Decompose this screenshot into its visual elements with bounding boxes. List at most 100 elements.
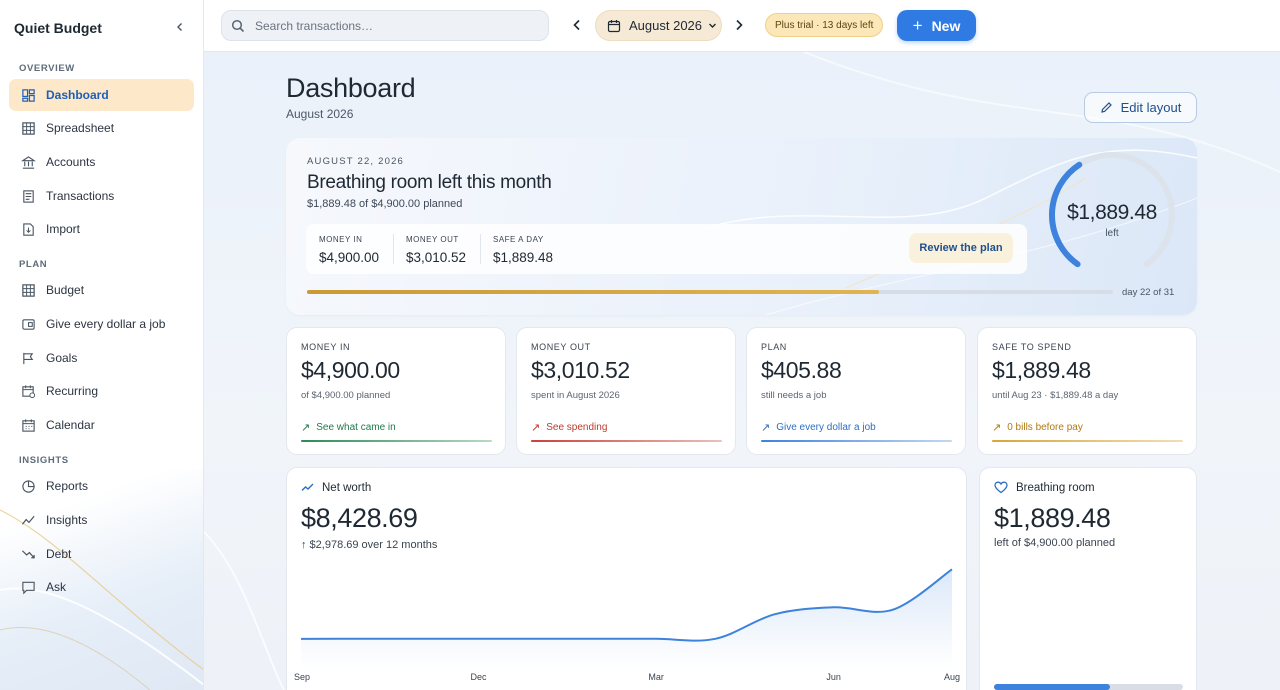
sidebar-item-label: Accounts <box>46 155 96 169</box>
trial-badge[interactable]: Plus trial · 13 days left <box>765 13 884 37</box>
sidebar-item-transactions[interactable]: Transactions <box>9 180 194 212</box>
sidebar-item-recurring[interactable]: Recurring <box>9 375 194 407</box>
arrow-up-right-icon: ↗ <box>531 422 541 434</box>
sidebar-item-dashboard[interactable]: Dashboard <box>9 79 194 111</box>
net-worth-title: Net worth <box>322 481 372 494</box>
breathing-gauge <box>1049 152 1175 268</box>
sidebar-item-spreadsheet[interactable]: Spreadsheet <box>9 112 194 144</box>
sidebar-item-label: Budget <box>46 283 85 297</box>
hero-subtitle: $1,889.48 of $4,900.00 planned <box>307 198 463 210</box>
sidebar-item-debt[interactable]: Debt <box>9 538 194 570</box>
net-worth-area <box>301 569 952 668</box>
sidebar-item-label: Reports <box>46 479 89 493</box>
app-name: Quiet Budget <box>14 20 102 36</box>
review-plan-button[interactable]: Review the plan <box>909 233 1013 263</box>
kpi-link[interactable]: ↗ 0 bills before pay <box>992 421 1083 434</box>
next-month-button[interactable] <box>730 16 748 34</box>
receipt-icon <box>20 188 36 204</box>
stat-label: MONEY OUT <box>406 235 459 244</box>
sidebar-item-insights[interactable]: Insights <box>9 504 194 536</box>
section-label-insights: INSIGHTS <box>19 455 69 466</box>
section-label-plan: PLAN <box>19 259 48 270</box>
kpi-link[interactable]: ↗ Give every dollar a job <box>761 421 876 434</box>
calendar-icon <box>20 417 36 433</box>
kpi-label: SAFE TO SPEND <box>992 342 1072 352</box>
background-decoration <box>204 52 1280 690</box>
dashboard-icon <box>20 87 36 103</box>
section-label-overview: OVERVIEW <box>19 63 75 74</box>
grid-icon <box>20 120 36 136</box>
kpi-sub: of $4,900.00 planned <box>301 390 391 401</box>
breathing-room-sub: left of $4,900.00 planned <box>994 537 1116 549</box>
kpi-value: $4,900.00 <box>301 357 400 383</box>
net-worth-card: Net worth $8,428.69 ↑ $2,978.69 over 12 … <box>286 467 967 690</box>
chat-icon <box>20 579 36 595</box>
heart-icon <box>994 481 1008 494</box>
collapse-sidebar-button[interactable] <box>172 19 188 35</box>
topbar: August 2026 Plus trial · 13 days left + … <box>204 0 1280 52</box>
prev-month-button[interactable] <box>568 16 586 34</box>
file-import-icon <box>20 221 36 237</box>
chevron-down-icon <box>709 23 717 28</box>
sidebar-item-give-every-dollar[interactable]: Give every dollar a job <box>9 308 194 340</box>
sidebar-item-label: Calendar <box>46 418 95 432</box>
sidebar: Quiet Budget OVERVIEW Dashboard Spreadsh… <box>0 0 204 690</box>
breathing-room-bar-fill <box>994 684 1111 690</box>
kpi-link[interactable]: ↗ See what came in <box>301 421 396 434</box>
kpi-link-label: Give every dollar a job <box>776 422 876 433</box>
arrow-up-right-icon: ↗ <box>761 422 771 434</box>
search-input[interactable] <box>255 18 525 33</box>
hero-title: Breathing room left this month <box>307 172 552 193</box>
main-content: Dashboard August 2026 Edit layout AUGUST… <box>204 52 1280 690</box>
kpi-label: MONEY IN <box>301 342 351 352</box>
sidebar-item-accounts[interactable]: Accounts <box>9 146 194 178</box>
sidebar-item-goals[interactable]: Goals <box>9 342 194 374</box>
stat-value: $1,889.48 <box>493 250 554 265</box>
calendar-icon <box>607 19 621 32</box>
sidebar-item-label: Insights <box>46 513 88 527</box>
sidebar-item-reports[interactable]: Reports <box>9 470 194 502</box>
hero-stat-money-in: MONEY IN $4,900.00 <box>319 235 379 265</box>
kpi-value: $1,889.48 <box>992 357 1091 383</box>
net-worth-line <box>300 568 953 642</box>
breathing-room-card: Breathing room $1,889.48 left of $4,900.… <box>979 467 1197 690</box>
sidebar-item-calendar[interactable]: Calendar <box>9 409 194 441</box>
kpi-card-safe-to-spend: SAFE TO SPEND $1,889.48 until Aug 23 · $… <box>977 327 1197 455</box>
sidebar-item-ask[interactable]: Ask <box>9 571 194 603</box>
sidebar-item-import[interactable]: Import <box>9 213 194 245</box>
flag-icon <box>20 350 36 366</box>
sidebar-item-label: Debt <box>46 547 72 561</box>
month-label: August 2026 <box>629 18 703 33</box>
sidebar-item-label: Transactions <box>46 189 115 203</box>
divider <box>480 234 481 264</box>
sidebar-item-label: Dashboard <box>46 88 109 102</box>
pie-icon <box>20 478 36 494</box>
kpi-link-label: See spending <box>546 422 608 433</box>
hero-stat-money-out: MONEY OUT $3,010.52 <box>406 235 466 265</box>
edit-layout-button[interactable]: Edit layout <box>1084 92 1197 123</box>
kpi-label: PLAN <box>761 342 787 352</box>
stat-label: MONEY IN <box>319 235 363 244</box>
x-tick-label: Aug <box>944 672 960 682</box>
search-box[interactable] <box>221 10 549 41</box>
arrow-up-right-icon: ↗ <box>992 422 1002 434</box>
kpi-sub: still needs a job <box>761 390 827 401</box>
breathing-room-header: Breathing room <box>994 481 1095 494</box>
sidebar-item-label: Import <box>46 222 81 236</box>
sidebar-item-budget[interactable]: Budget <box>9 274 194 306</box>
kpi-link-label: See what came in <box>316 422 396 433</box>
trend-icon <box>20 512 36 528</box>
kpi-link[interactable]: ↗ See spending <box>531 421 607 434</box>
breathing-room-title: Breathing room <box>1016 481 1095 494</box>
month-picker[interactable]: August 2026 <box>595 10 722 41</box>
page-title: Dashboard <box>286 73 416 103</box>
trend-icon <box>301 483 314 491</box>
net-worth-chart: Sep Dec Mar Jun Aug <box>294 568 960 682</box>
day-label: day 22 of 31 <box>1122 287 1175 298</box>
hero-stat-safe-a-day: SAFE A DAY $1,889.48 <box>493 235 553 265</box>
net-worth-header: Net worth <box>301 481 371 494</box>
new-button[interactable]: + New <box>897 10 976 41</box>
x-tick-label: Mar <box>648 672 664 682</box>
kpi-card-money-in: MONEY IN $4,900.00 of $4,900.00 planned … <box>286 327 506 455</box>
hero-date: AUGUST 22, 2026 <box>307 156 405 167</box>
